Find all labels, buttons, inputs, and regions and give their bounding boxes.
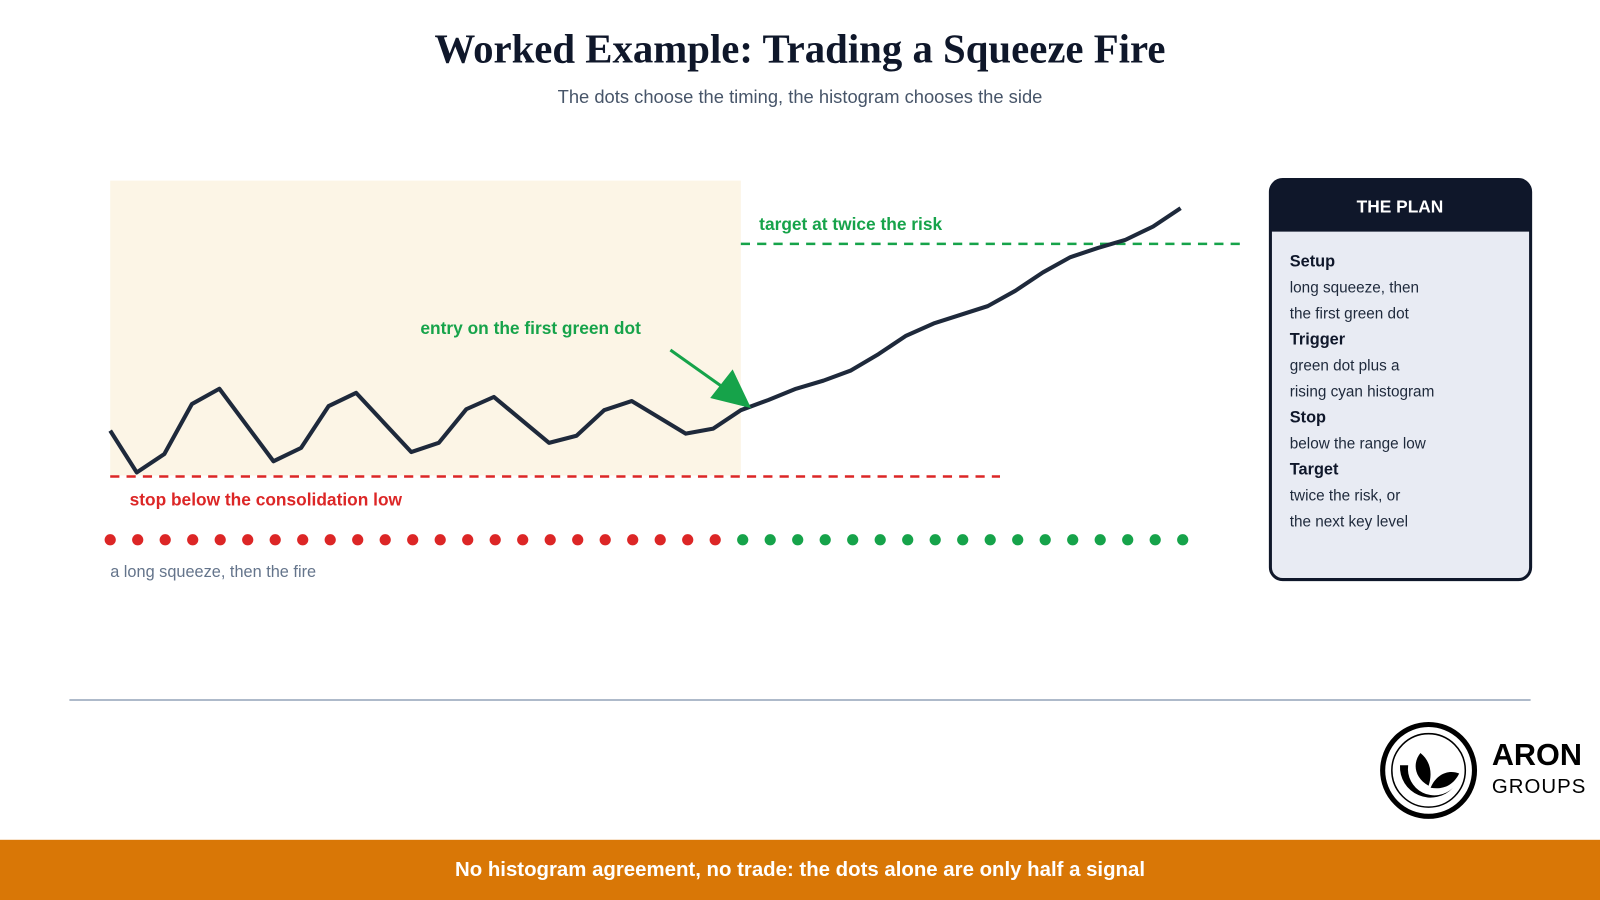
red-dot xyxy=(407,534,419,546)
green-dot xyxy=(1012,534,1024,546)
red-dot xyxy=(709,534,721,546)
red-dot xyxy=(269,534,281,546)
plan-title: THE PLAN xyxy=(1357,197,1444,217)
plan-heading: Setup xyxy=(1290,253,1335,271)
red-dot xyxy=(104,534,116,546)
plan-heading: Trigger xyxy=(1290,331,1346,349)
footer-text: No histogram agreement, no trade: the do… xyxy=(455,859,1145,881)
entry-arrow-shaft xyxy=(669,348,728,392)
green-dot xyxy=(1177,534,1189,546)
logo-ring xyxy=(1380,721,1478,819)
logo-leaves xyxy=(1415,753,1460,789)
logo-ring-inner xyxy=(1391,732,1467,808)
red-dot xyxy=(434,534,446,546)
logo-name: ARON xyxy=(1492,738,1582,772)
price-line xyxy=(108,206,1182,475)
green-dot xyxy=(847,534,859,546)
green-dot xyxy=(984,534,996,546)
red-dot xyxy=(517,534,529,546)
red-dot xyxy=(627,534,639,546)
entry-label: entry on the first green dot xyxy=(420,318,641,338)
plan-heading: Stop xyxy=(1290,409,1326,427)
green-dot xyxy=(1149,534,1161,546)
green-dot xyxy=(1122,534,1134,546)
red-dot xyxy=(682,534,694,546)
red-dot xyxy=(297,534,309,546)
red-dot xyxy=(187,534,199,546)
plan-line: twice the risk, or xyxy=(1290,487,1401,504)
plan-line: the first green dot xyxy=(1290,305,1410,322)
red-dot xyxy=(572,534,584,546)
green-dot xyxy=(737,534,749,546)
target-label: target at twice the risk xyxy=(759,214,942,234)
red-dot xyxy=(159,534,171,546)
plan-line: the next key level xyxy=(1290,513,1408,530)
red-dot xyxy=(544,534,556,546)
green-dot xyxy=(1067,534,1079,546)
plan-heading: Target xyxy=(1290,461,1339,479)
logo: ARON GROUPS xyxy=(1380,721,1586,819)
consolidation-zone xyxy=(110,180,741,476)
red-dot xyxy=(462,534,474,546)
footer-bar xyxy=(0,839,1600,900)
plan-line: below the range low xyxy=(1290,435,1427,452)
red-dot xyxy=(324,534,336,546)
entry-arrow-head xyxy=(710,369,752,409)
plan-line: rising cyan histogram xyxy=(1290,383,1435,400)
squeeze-dots xyxy=(104,534,1189,546)
green-dot xyxy=(874,534,886,546)
plan-line: long squeeze, then xyxy=(1290,279,1419,296)
title: Worked Example: Trading a Squeeze Fire xyxy=(435,26,1166,71)
red-dot xyxy=(214,534,226,546)
red-dot xyxy=(489,534,501,546)
green-dot xyxy=(957,534,969,546)
green-dot xyxy=(764,534,776,546)
stop-label: stop below the consolidation low xyxy=(130,490,403,510)
green-dot xyxy=(929,534,941,546)
red-dot xyxy=(132,534,144,546)
green-dot xyxy=(1094,534,1106,546)
red-dot xyxy=(654,534,666,546)
red-dot xyxy=(242,534,254,546)
red-dot xyxy=(352,534,364,546)
logo-swoosh xyxy=(1399,765,1454,798)
plan-line: green dot plus a xyxy=(1290,357,1400,374)
green-dot xyxy=(792,534,804,546)
red-dot xyxy=(599,534,611,546)
logo-sub: GROUPS xyxy=(1492,776,1586,798)
caption: a long squeeze, then the fire xyxy=(110,563,316,581)
green-dot xyxy=(902,534,914,546)
green-dot xyxy=(1039,534,1051,546)
red-dot xyxy=(379,534,391,546)
plan-content: Setup long squeeze, then the first green d… xyxy=(1290,253,1435,531)
subtitle: The dots choose the timing, the histogra… xyxy=(558,86,1043,107)
green-dot xyxy=(819,534,831,546)
plan-header xyxy=(1270,179,1531,232)
